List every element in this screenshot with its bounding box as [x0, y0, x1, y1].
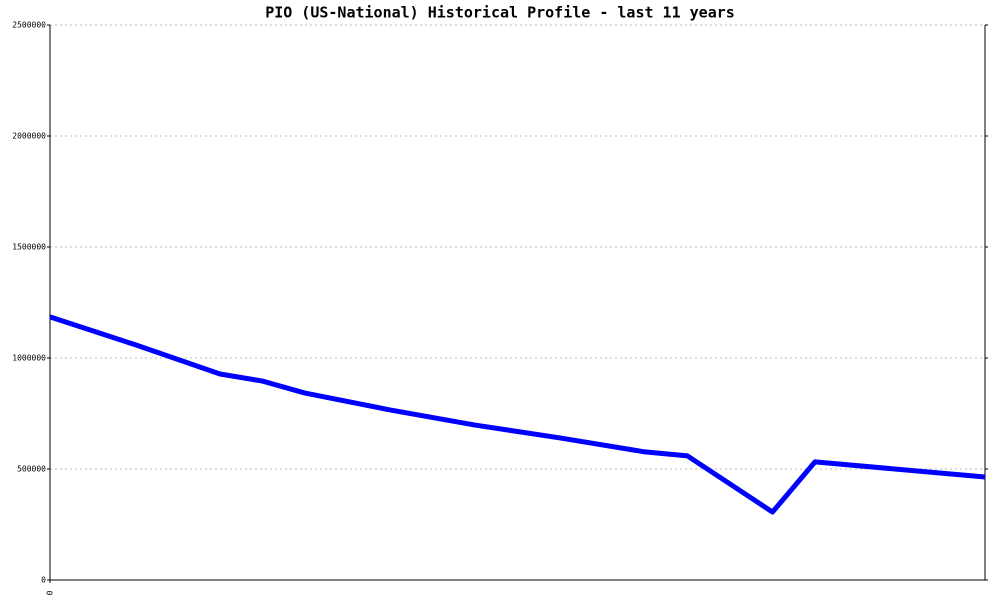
y-tick-label: 0 [41, 576, 46, 585]
y-tick-label: 1500000 [12, 243, 46, 252]
x-tick-label: 0 [46, 590, 55, 595]
chart-title: PIO (US-National) Historical Profile - l… [265, 4, 735, 22]
data-line [49, 314, 986, 515]
y-tick-label: 2500000 [12, 21, 46, 30]
y-tick-label: 500000 [17, 465, 46, 474]
y-tick-label: 2000000 [12, 132, 46, 141]
y-tick-label: 1000000 [12, 354, 46, 363]
